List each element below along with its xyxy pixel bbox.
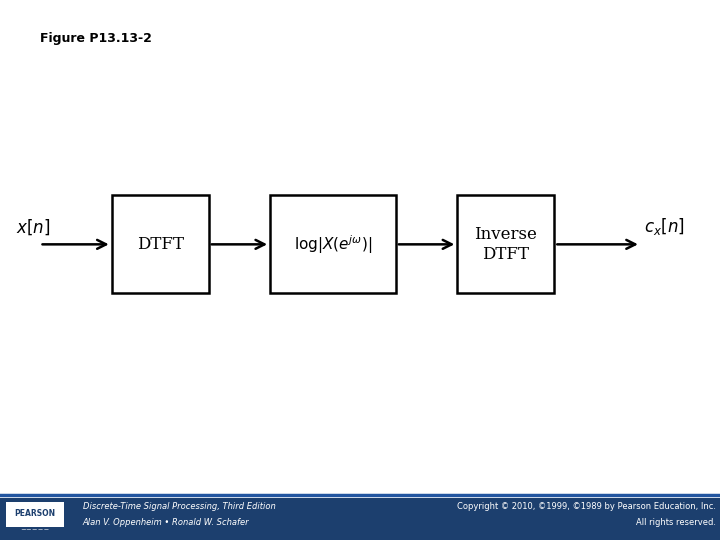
Text: Copyright © 2010, ©1999, ©1989 by Pearson Education, Inc.: Copyright © 2010, ©1999, ©1989 by Pearso… (456, 502, 716, 510)
Bar (270, 195, 396, 293)
Bar (112, 195, 209, 293)
Text: Figure P13.13-2: Figure P13.13-2 (40, 32, 151, 45)
Text: ~~~~~: ~~~~~ (20, 526, 50, 533)
Bar (6, 502, 64, 527)
Text: $\log|X(e^{j\omega})|$: $\log|X(e^{j\omega})|$ (294, 233, 372, 256)
Text: Discrete-Time Signal Processing, Third Edition: Discrete-Time Signal Processing, Third E… (83, 502, 276, 510)
Bar (0, 498, 720, 540)
Text: DTFT: DTFT (137, 236, 184, 253)
Text: Inverse
DTFT: Inverse DTFT (474, 226, 537, 262)
Bar (4, 500, 66, 536)
Text: PEARSON: PEARSON (14, 509, 55, 518)
Bar (457, 195, 554, 293)
Text: $x[n]$: $x[n]$ (16, 218, 50, 237)
Text: Alan V. Oppenheim • Ronald W. Schafer: Alan V. Oppenheim • Ronald W. Schafer (83, 518, 249, 528)
Text: $c_x[n]$: $c_x[n]$ (644, 216, 685, 237)
Text: All rights reserved.: All rights reserved. (636, 518, 716, 528)
